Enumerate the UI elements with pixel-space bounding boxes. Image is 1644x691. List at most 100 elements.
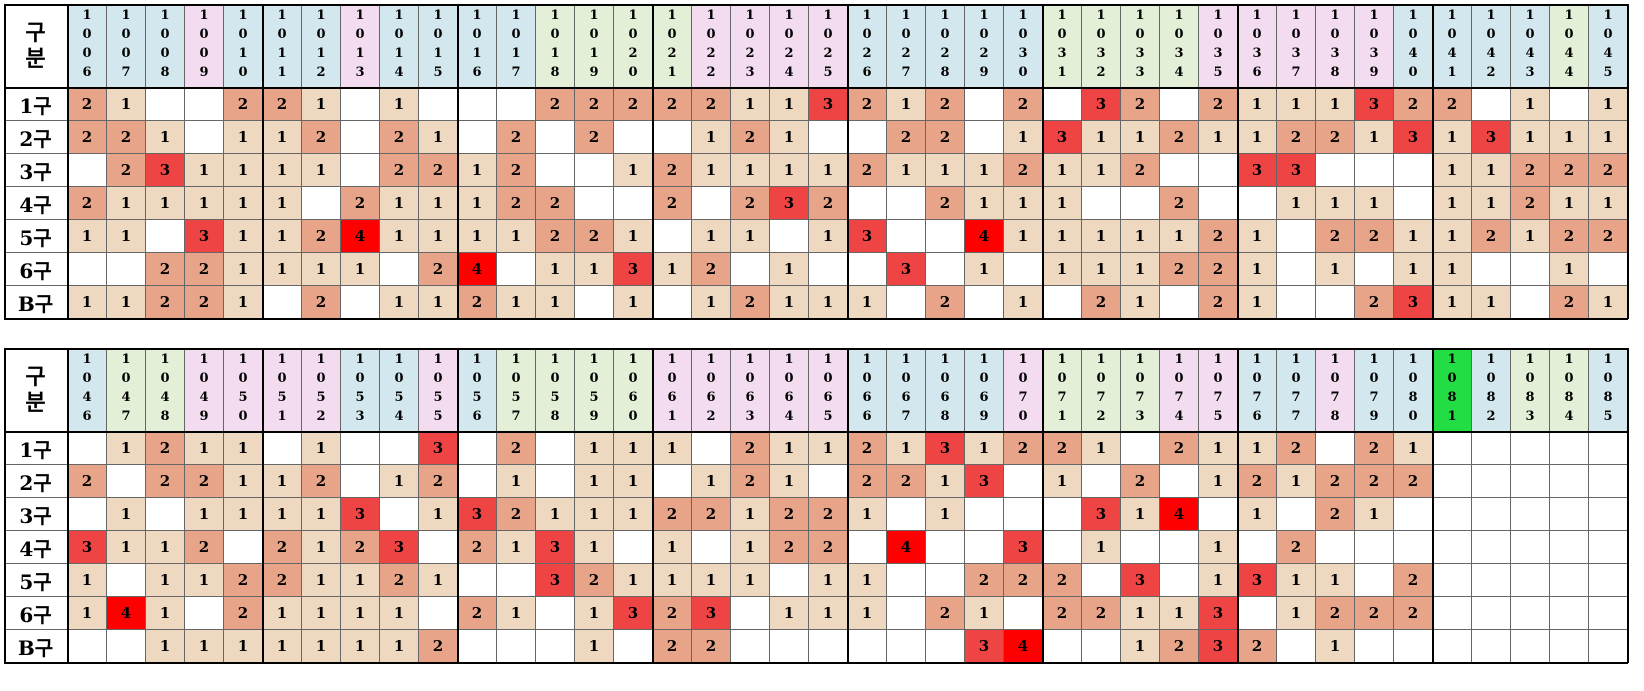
round-header: 1 0 1 2 [302, 4, 341, 88]
count-cell: 2 [1043, 597, 1082, 630]
count-cell: 3 [1043, 121, 1082, 154]
row-label: 5구 [4, 564, 68, 597]
count-cell: 2 [575, 564, 614, 597]
count-cell: 2 [107, 154, 146, 187]
count-cell: 1 [1433, 187, 1472, 220]
round-label: 1 0 6 6 [862, 352, 872, 424]
round-header: 1 0 4 1 [1433, 4, 1472, 88]
count-cell: 2 [848, 88, 887, 121]
block-divider [4, 348, 1628, 350]
round-label: 1 0 2 3 [745, 8, 755, 80]
count-cell [809, 121, 848, 154]
count-cell: 1 [497, 597, 536, 630]
count-cell: 1 [458, 154, 497, 187]
count-cell: 1 [224, 498, 263, 531]
count-cell [185, 88, 224, 121]
count-cell: 1 [263, 597, 302, 630]
round-header: 1 0 1 8 [536, 4, 575, 88]
row-label: 1구 [4, 432, 68, 465]
count-cell: 1 [887, 88, 926, 121]
block-divider [1042, 4, 1044, 319]
count-cell: 2 [692, 88, 731, 121]
round-label: 1 0 3 2 [1096, 8, 1106, 80]
count-cell: 2 [1121, 154, 1160, 187]
round-header: 1 0 1 7 [497, 4, 536, 88]
round-label: 1 0 8 0 [1408, 352, 1418, 424]
count-cell: 1 [68, 286, 107, 319]
count-cell: 1 [380, 286, 419, 319]
round-header: 1 0 3 5 [1199, 4, 1238, 88]
count-cell: 3 [614, 597, 653, 630]
round-label: 1 0 8 5 [1603, 352, 1613, 424]
count-cell: 1 [614, 154, 653, 187]
count-cell [1472, 498, 1511, 531]
round-header: 1 0 5 5 [419, 348, 458, 432]
count-cell: 1 [1589, 187, 1628, 220]
round-header: 1 0 1 1 [263, 4, 302, 88]
count-cell [1433, 597, 1472, 630]
round-header: 1 0 6 3 [731, 348, 770, 432]
round-label: 1 0 4 5 [1603, 8, 1613, 80]
count-cell [458, 630, 497, 663]
count-cell: 2 [1589, 220, 1628, 253]
count-cell: 2 [1394, 597, 1433, 630]
count-cell [770, 630, 809, 663]
round-header: 1 0 1 3 [341, 4, 380, 88]
count-cell: 1 [653, 564, 692, 597]
round-header: 1 0 2 0 [614, 4, 653, 88]
gubun-char: 구 [25, 363, 46, 390]
round-label: 1 0 2 5 [823, 8, 833, 80]
count-cell: 2 [302, 220, 341, 253]
count-cell [107, 564, 146, 597]
count-cell [887, 630, 926, 663]
count-cell [419, 531, 458, 564]
round-header: 1 0 2 2 [692, 4, 731, 88]
round-header: 1 0 4 4 [1550, 4, 1589, 88]
count-cell: 1 [341, 630, 380, 663]
count-cell: 1 [1082, 531, 1121, 564]
round-header: 1 0 3 1 [1043, 4, 1082, 88]
count-cell [185, 597, 224, 630]
count-cell [1316, 432, 1355, 465]
round-label: 1 0 7 7 [1291, 352, 1301, 424]
count-cell: 2 [692, 498, 731, 531]
count-cell: 4 [458, 253, 497, 286]
count-cell [1199, 154, 1238, 187]
count-cell: 2 [575, 88, 614, 121]
count-cell: 1 [341, 564, 380, 597]
row-label: 2구 [4, 465, 68, 498]
round-label: 1 0 5 2 [316, 352, 326, 424]
count-cell [887, 220, 926, 253]
count-cell [1550, 597, 1589, 630]
count-cell: 3 [1238, 154, 1277, 187]
count-cell: 4 [107, 597, 146, 630]
count-cell: 1 [419, 564, 458, 597]
count-cell: 1 [770, 154, 809, 187]
count-cell: 1 [497, 220, 536, 253]
count-cell [302, 187, 341, 220]
count-cell: 1 [614, 498, 653, 531]
count-cell: 2 [965, 564, 1004, 597]
count-cell: 1 [1277, 88, 1316, 121]
count-cell [419, 88, 458, 121]
count-cell: 1 [1043, 253, 1082, 286]
count-cell: 2 [146, 465, 185, 498]
count-cell: 1 [614, 432, 653, 465]
count-cell: 1 [1433, 154, 1472, 187]
count-cell: 1 [146, 564, 185, 597]
count-cell [458, 432, 497, 465]
count-cell [926, 630, 965, 663]
count-cell: 1 [536, 253, 575, 286]
count-cell: 1 [146, 597, 185, 630]
count-cell: 1 [1316, 630, 1355, 663]
count-cell: 3 [1199, 630, 1238, 663]
count-cell [1550, 630, 1589, 663]
count-cell [1316, 286, 1355, 319]
round-label: 1 0 5 9 [589, 352, 599, 424]
count-cell: 3 [1472, 121, 1511, 154]
count-cell: 2 [653, 88, 692, 121]
round-header: 1 0 1 9 [575, 4, 614, 88]
round-label: 1 0 3 1 [1057, 8, 1067, 80]
count-cell [926, 564, 965, 597]
count-cell: 3 [536, 564, 575, 597]
